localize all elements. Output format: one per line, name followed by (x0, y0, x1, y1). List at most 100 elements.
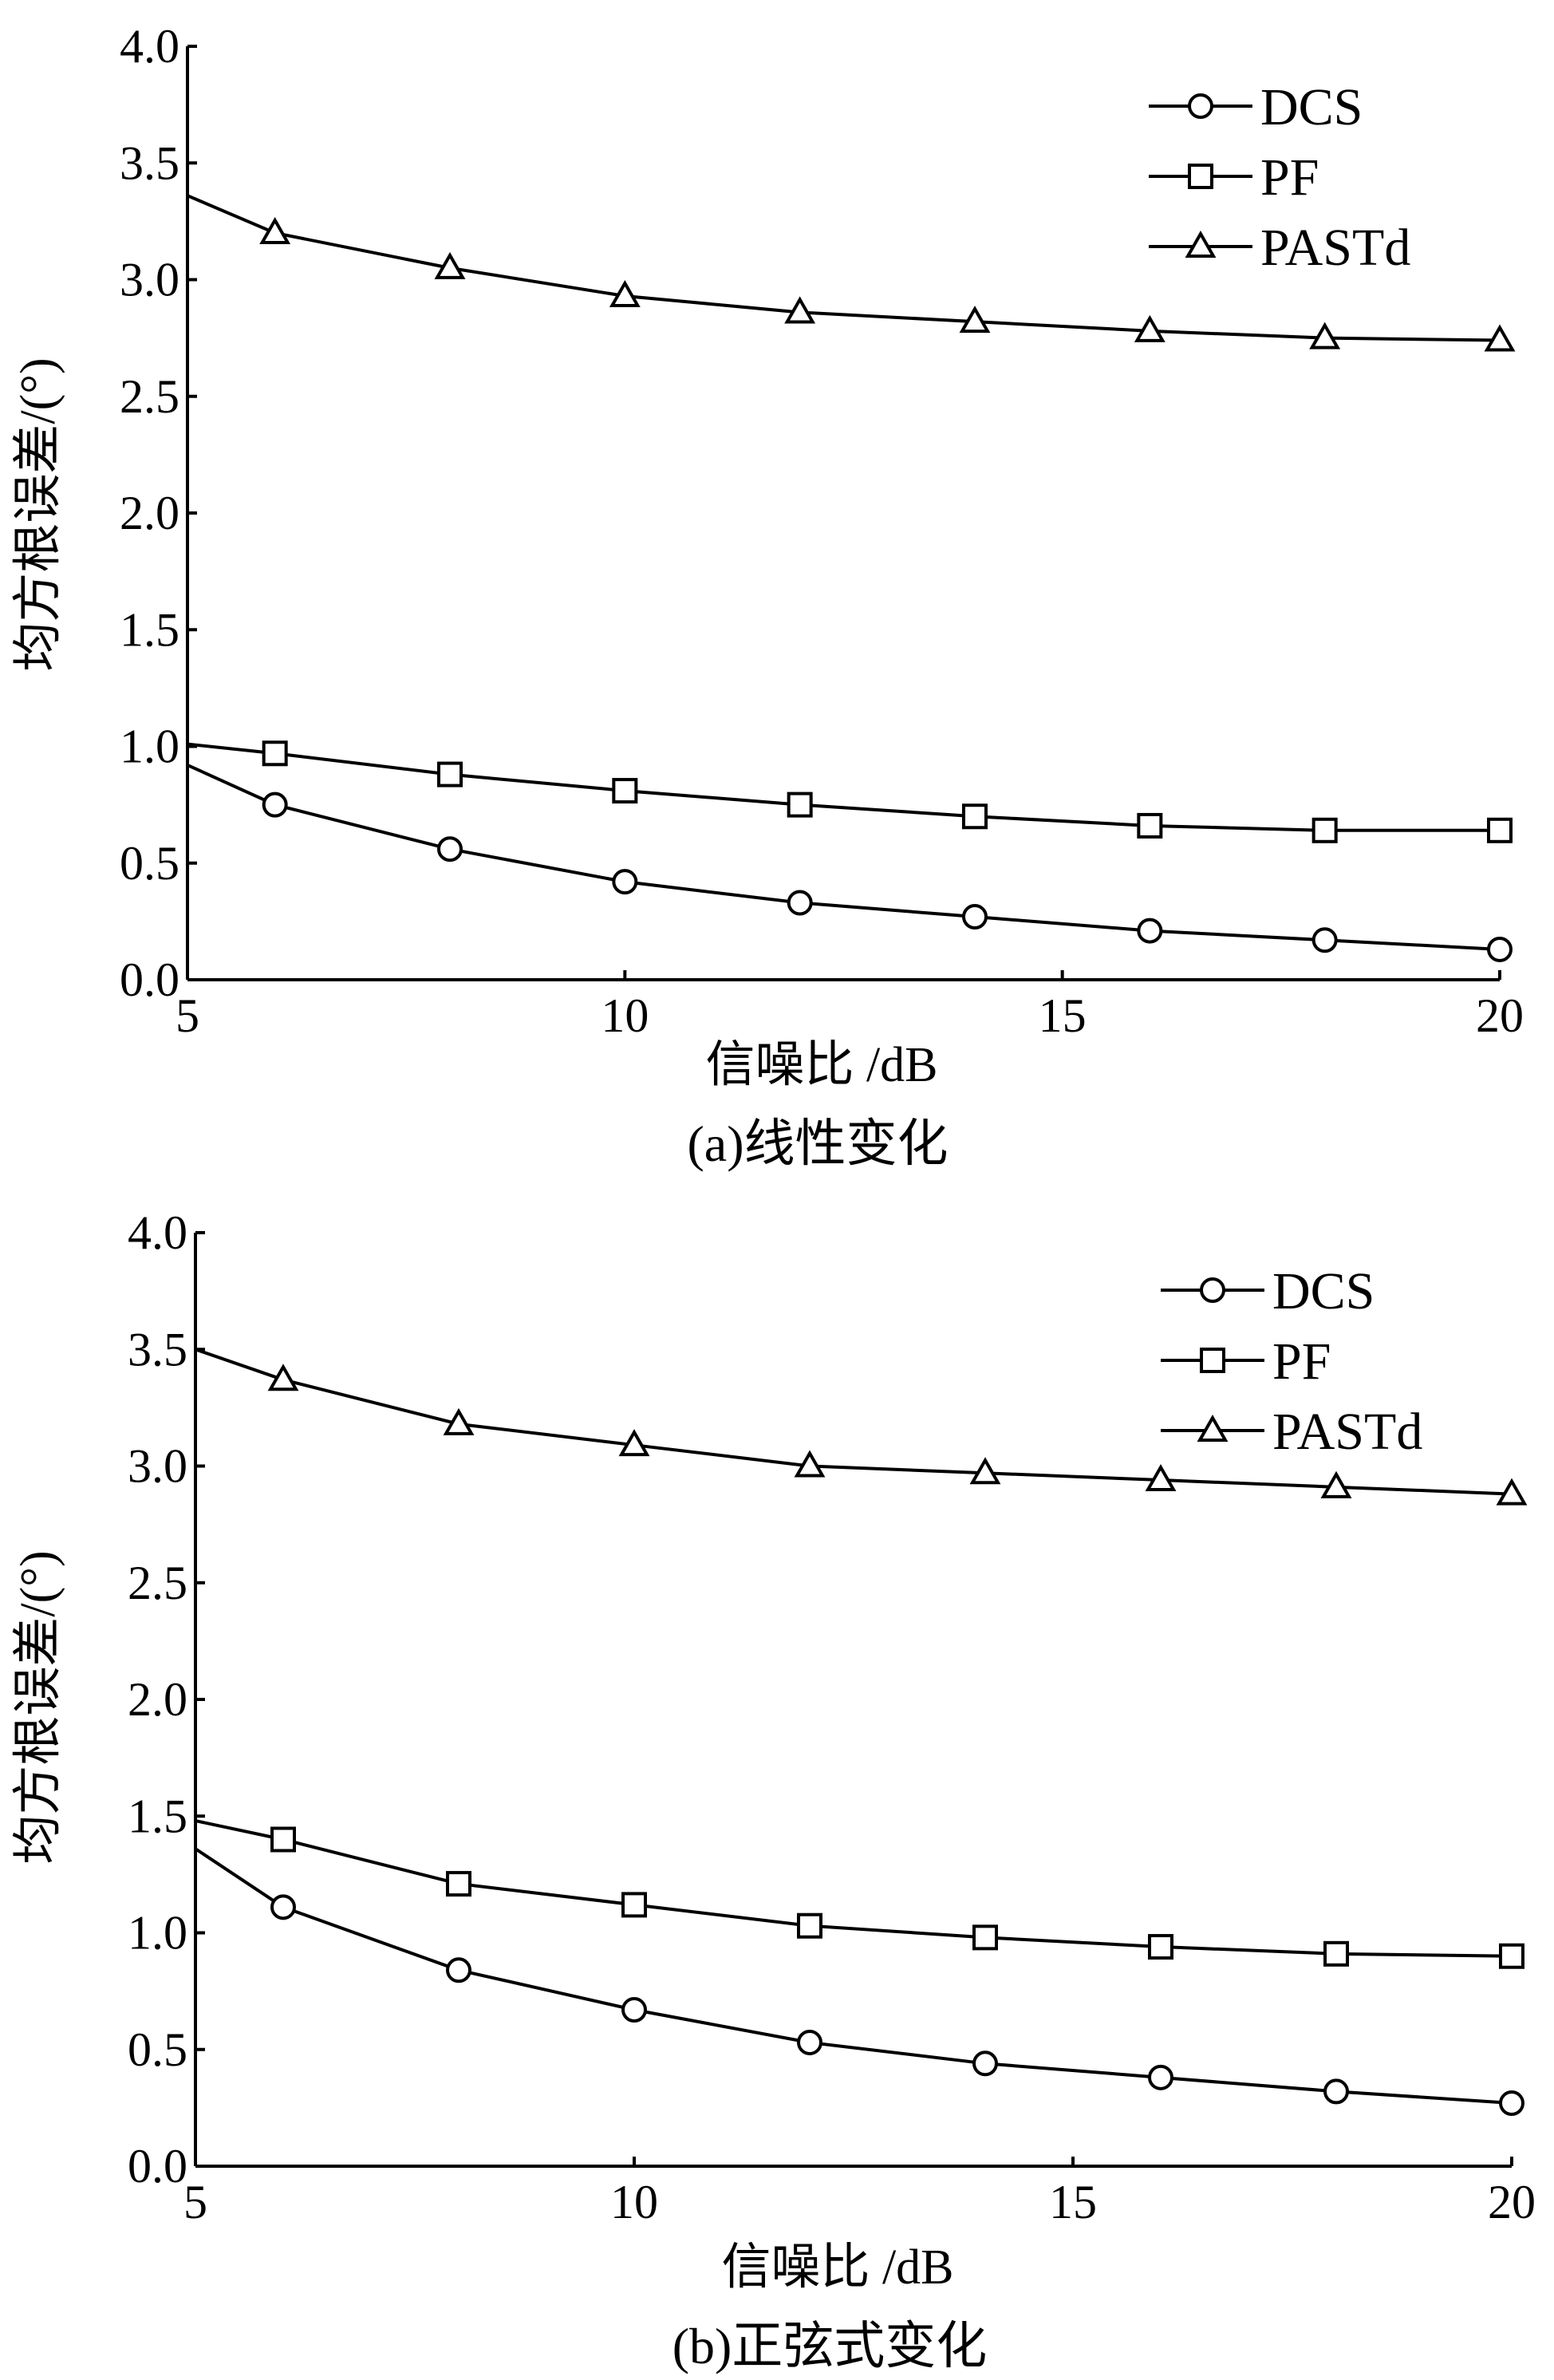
data-point (437, 836, 463, 862)
series-pf (195, 1819, 1524, 1969)
x-axis-label: 信噪比 /dB (705, 1038, 937, 1092)
legend-marker (1197, 1414, 1229, 1442)
caption: (a)线性变化 (687, 1115, 948, 1172)
series-line (195, 1819, 1513, 1958)
data-point (1311, 927, 1338, 953)
y-tick-label: 3.5 (128, 1323, 187, 1376)
y-tick-label: 3.5 (120, 136, 179, 189)
data-point (609, 279, 641, 307)
legend-label: PF (1272, 1332, 1331, 1391)
data-point (1148, 1934, 1173, 1960)
x-tick-label: 5 (176, 989, 199, 1042)
data-point (1309, 322, 1341, 349)
data-point (969, 1457, 1001, 1485)
x-tick-label: 10 (601, 989, 649, 1042)
legend-label: DCS (1260, 78, 1363, 136)
y-tick-label: 1.5 (128, 1790, 187, 1842)
caption: (b)正弦式变化 (672, 2318, 988, 2374)
data-point (1148, 2064, 1173, 2090)
chart-a: (a)线性变化 信噪比 /dB 均方根误差/(°) 0.0 0.5 1.0 1.5 2.… (11, 20, 1524, 1172)
series-line (194, 1847, 1513, 2106)
series-line (187, 742, 1500, 832)
x-tick-label: 10 (610, 2176, 658, 2228)
data-point (962, 904, 988, 930)
y-axis-label: 均方根误差/(°) (11, 1550, 65, 1864)
series-line (187, 764, 1501, 951)
chart-b: (b)正弦式变化 信噪比 /dB 均方根误差/(°) 0.0 0.5 1.0 1.5 2… (11, 1206, 1536, 2374)
data-point (1311, 817, 1338, 843)
data-point (259, 216, 291, 244)
data-point (270, 1894, 296, 1920)
y-tick-label: 2.0 (120, 487, 179, 539)
data-point (794, 1450, 826, 1478)
x-axis-label: 信噪比 /dB (721, 2240, 953, 2295)
data-point (1323, 2078, 1349, 2105)
y-tick-label: 0.0 (120, 953, 179, 1006)
x-tick-label: 20 (1476, 989, 1524, 1042)
legend-label: DCS (1272, 1262, 1375, 1320)
data-point (784, 296, 816, 324)
y-tick-label: 2.5 (120, 370, 179, 423)
y-axis-label: 均方根误差/(°) (11, 357, 65, 671)
legend-label: PF (1260, 148, 1319, 207)
series-pastd (195, 1348, 1528, 1506)
legend-marker (1185, 230, 1217, 258)
data-point (262, 740, 288, 767)
series-pf (187, 740, 1513, 843)
legend-label: PASTd (1260, 219, 1410, 277)
y-tick-label: 0.5 (128, 2023, 187, 2076)
series-pastd (187, 194, 1516, 352)
y-tick-label: 0.0 (128, 2140, 187, 2193)
data-point (1137, 812, 1163, 839)
series-dcs (194, 1847, 1524, 2117)
y-tick-label: 0.5 (120, 837, 179, 890)
data-point (1487, 936, 1513, 962)
y-tick-label: 2.0 (128, 1673, 187, 1726)
data-point (797, 2029, 822, 2055)
data-point (797, 1912, 822, 1939)
data-point (443, 1407, 475, 1435)
data-point (437, 761, 463, 787)
data-point (972, 2050, 998, 2077)
data-point (1323, 1940, 1349, 1967)
data-point (1499, 2090, 1524, 2117)
data-point (612, 869, 638, 895)
data-point (612, 778, 638, 804)
legend-marker (1188, 164, 1213, 189)
data-point (1137, 918, 1163, 944)
legend-marker (1200, 1348, 1225, 1373)
y-tick-label: 1.0 (120, 720, 179, 773)
data-point (1145, 1464, 1177, 1492)
data-point (787, 890, 813, 916)
data-point (787, 791, 813, 818)
legend-marker (1200, 1277, 1225, 1303)
data-point (434, 251, 466, 279)
y-tick-label: 1.5 (120, 603, 179, 656)
data-point (267, 1364, 299, 1391)
x-tick-label: 20 (1488, 2176, 1536, 2228)
series-dcs (187, 764, 1513, 962)
y-tick-label: 1.0 (128, 1907, 187, 1960)
data-point (621, 1997, 647, 2023)
y-tick-label: 4.0 (120, 20, 179, 73)
data-point (972, 1924, 998, 1951)
data-point (262, 791, 288, 818)
data-point (621, 1892, 647, 1918)
x-tick-label: 15 (1049, 2176, 1097, 2228)
data-point (1496, 1478, 1528, 1506)
data-point (618, 1429, 650, 1457)
data-point (1499, 1943, 1524, 1969)
y-tick-label: 2.5 (128, 1557, 187, 1609)
legend: DCS PF PASTd (1161, 1262, 1422, 1461)
legend: DCS PF PASTd (1149, 78, 1410, 277)
legend-label: PASTd (1272, 1403, 1422, 1461)
data-point (1134, 314, 1166, 342)
data-point (446, 1871, 471, 1897)
data-point (446, 1957, 471, 1983)
data-point (1320, 1470, 1352, 1498)
x-tick-label: 5 (183, 2176, 207, 2228)
y-tick-label: 4.0 (128, 1206, 187, 1259)
legend-marker (1188, 93, 1213, 119)
x-tick-label: 15 (1039, 989, 1087, 1042)
